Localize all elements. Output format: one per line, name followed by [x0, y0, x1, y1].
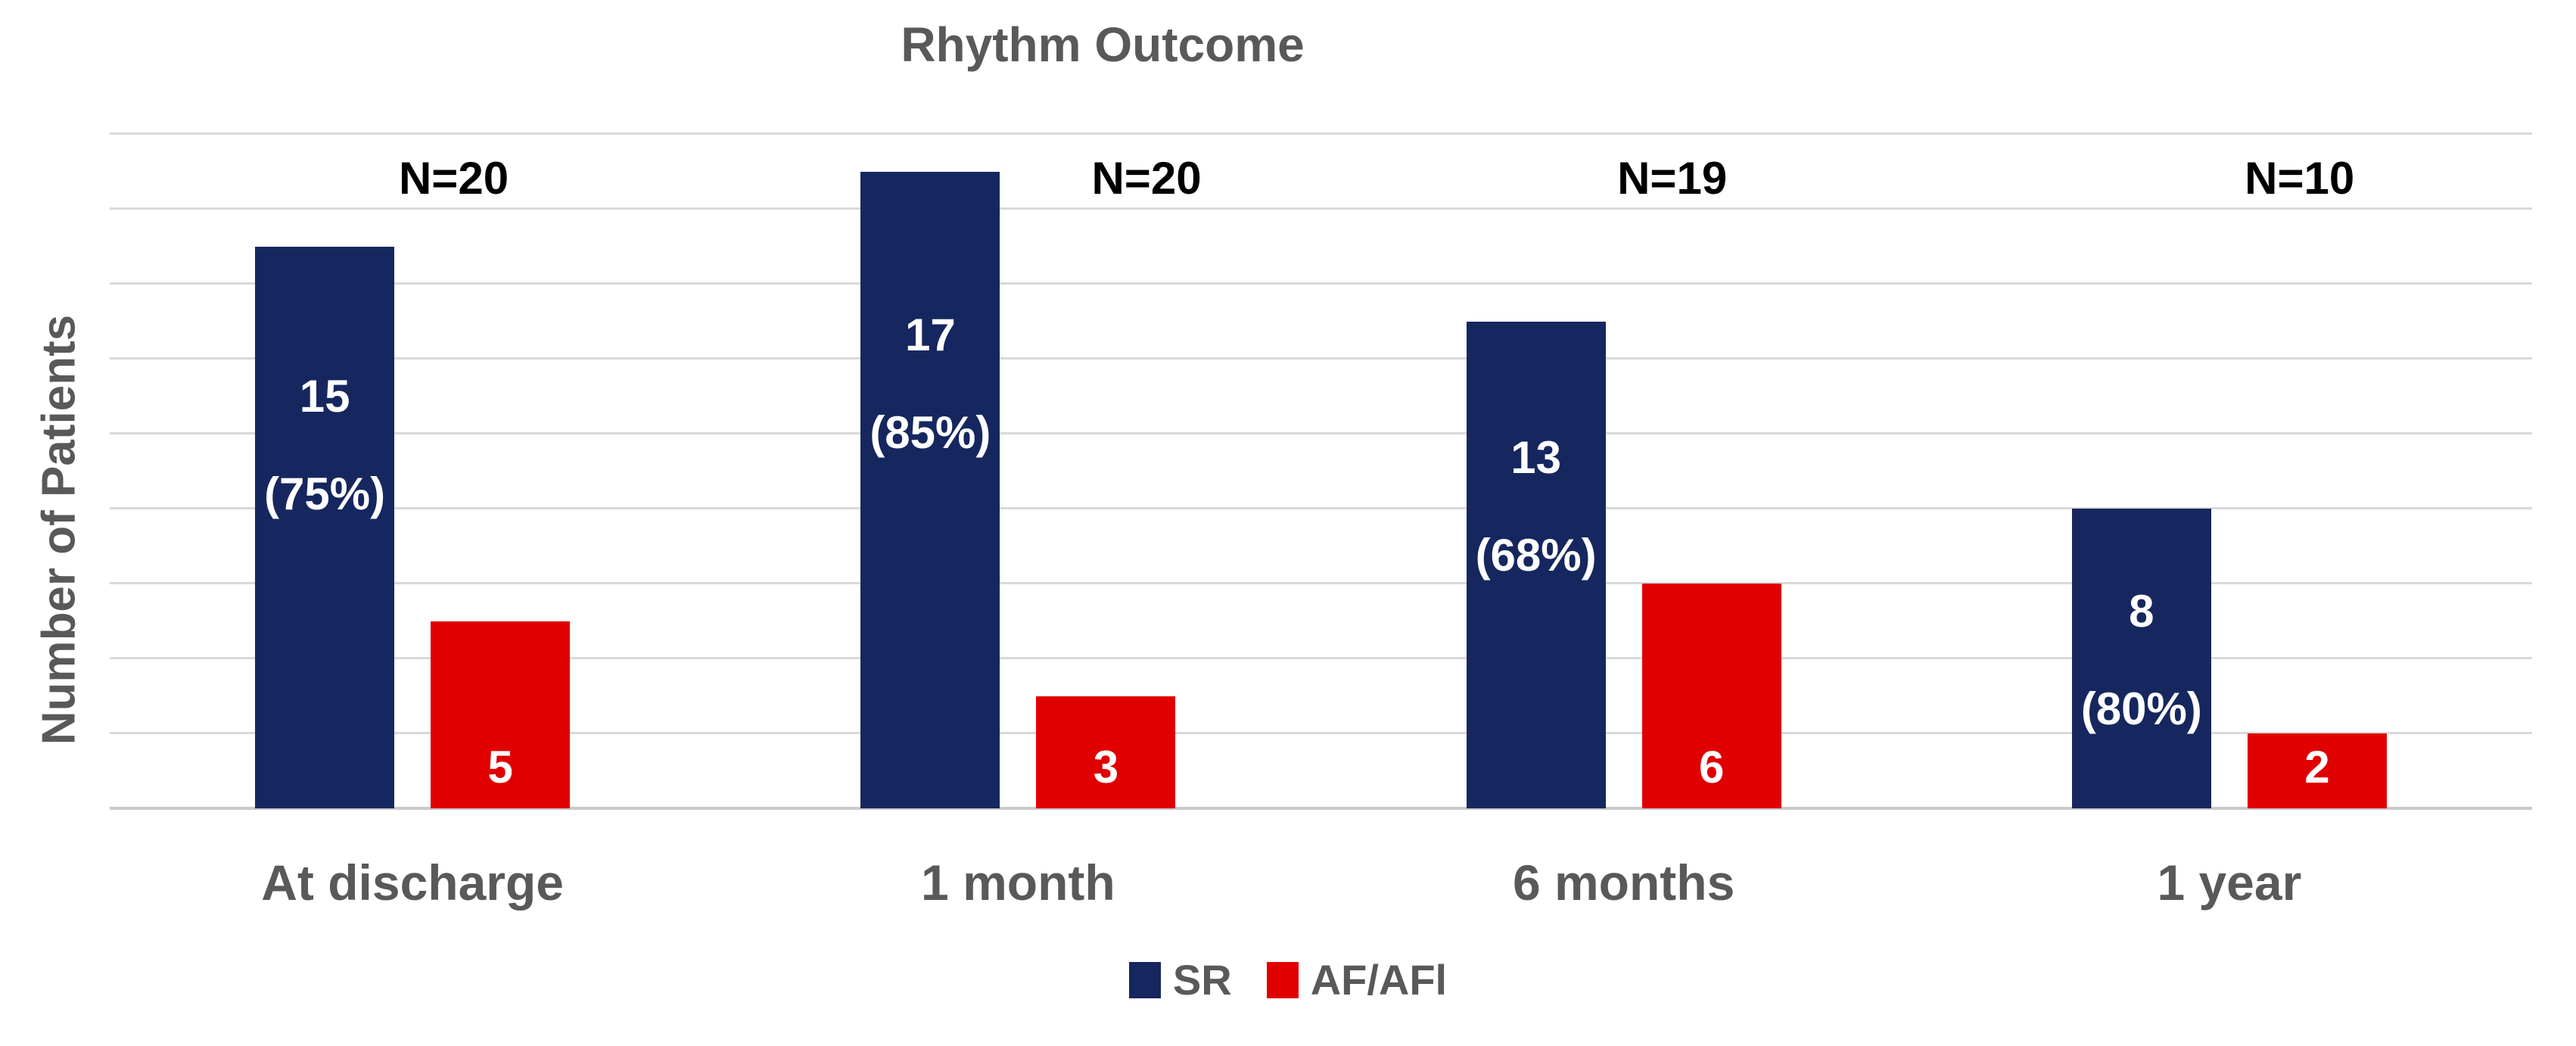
sr-bar-label: 13 (68%) [1476, 409, 1597, 604]
n-count-label: N=20 [398, 153, 509, 204]
sr-percent: (85%) [870, 406, 991, 458]
gridline [110, 431, 2532, 434]
sr-count: 15 [299, 371, 350, 422]
sr-legend-swatch-icon [1128, 961, 1161, 998]
x-axis-label-6-months: 6 months [1512, 855, 1735, 911]
af-bar: 6 [1641, 584, 1781, 808]
gridline [110, 581, 2532, 584]
af-bar: 5 [431, 621, 571, 808]
af-bar: 2 [2247, 733, 2387, 808]
af-count: 2 [2304, 742, 2330, 792]
gridline [110, 356, 2532, 360]
af-count: 5 [487, 742, 513, 792]
af-bar: 3 [1036, 696, 1176, 808]
sr-count: 13 [1510, 432, 1561, 484]
n-count-label: N=19 [1617, 153, 1728, 204]
sr-bar-label: 15 (75%) [264, 347, 385, 543]
n-count-label: N=10 [2245, 153, 2355, 204]
bar-group-6-months: 13 (68%) 6 [1321, 134, 1927, 808]
bar-group-1-month: 17 (85%) 3 [715, 134, 1321, 808]
x-axis-line [110, 807, 2532, 810]
gridline [110, 207, 2532, 210]
sr-bar: 17 (85%) [860, 171, 1000, 808]
sr-percent: (75%) [264, 469, 386, 520]
sr-legend-label: SR [1172, 956, 1232, 1004]
sr-count: 17 [904, 309, 956, 360]
sr-bar-label: 8 (80%) [2081, 562, 2202, 758]
bar-group-at-discharge: 15 (75%) 5 [110, 134, 715, 808]
gridline [110, 507, 2532, 509]
gridline [110, 657, 2532, 659]
n-count-label: N=20 [1091, 153, 1202, 204]
af-count: 6 [1698, 742, 1725, 792]
sr-bar: 8 (80%) [2071, 509, 2211, 808]
gridline [110, 731, 2532, 734]
sr-percent: (68%) [1475, 530, 1597, 581]
gridline [110, 282, 2532, 285]
af-afl-legend-label: AF/AFl [1310, 956, 1448, 1004]
sr-bar: 15 (75%) [255, 246, 395, 808]
bar-group-1-year: 8 (80%) 2 [1927, 134, 2532, 808]
sr-bar: 13 (68%) [1466, 321, 1606, 808]
af-afl-legend-swatch-icon [1266, 961, 1299, 998]
af-count: 3 [1093, 742, 1119, 792]
legend-item-af-afl: AF/AFl [1266, 955, 1448, 1004]
plot-area: 15 (75%) 5 17 (85%) 3 [110, 132, 2532, 810]
sr-count: 8 [2129, 586, 2154, 637]
x-axis-label-1-year: 1 year [2157, 855, 2302, 911]
x-axis-label-1-month: 1 month [921, 855, 1115, 911]
chart-title: Rhythm Outcome [901, 17, 1305, 72]
gridline [110, 132, 2532, 135]
y-axis-title: Number of Patients [33, 314, 86, 746]
bar-groups: 15 (75%) 5 17 (85%) 3 [110, 134, 2532, 808]
x-axis-label-at-discharge: At discharge [261, 855, 565, 911]
sr-percent: (80%) [2080, 683, 2202, 735]
legend: SR AF/AFl [0, 955, 2576, 1004]
legend-item-sr: SR [1128, 955, 1232, 1004]
x-axis-labels: At discharge 1 month 6 months 1 year [110, 854, 2532, 911]
sr-bar-label: 17 (85%) [870, 286, 991, 481]
